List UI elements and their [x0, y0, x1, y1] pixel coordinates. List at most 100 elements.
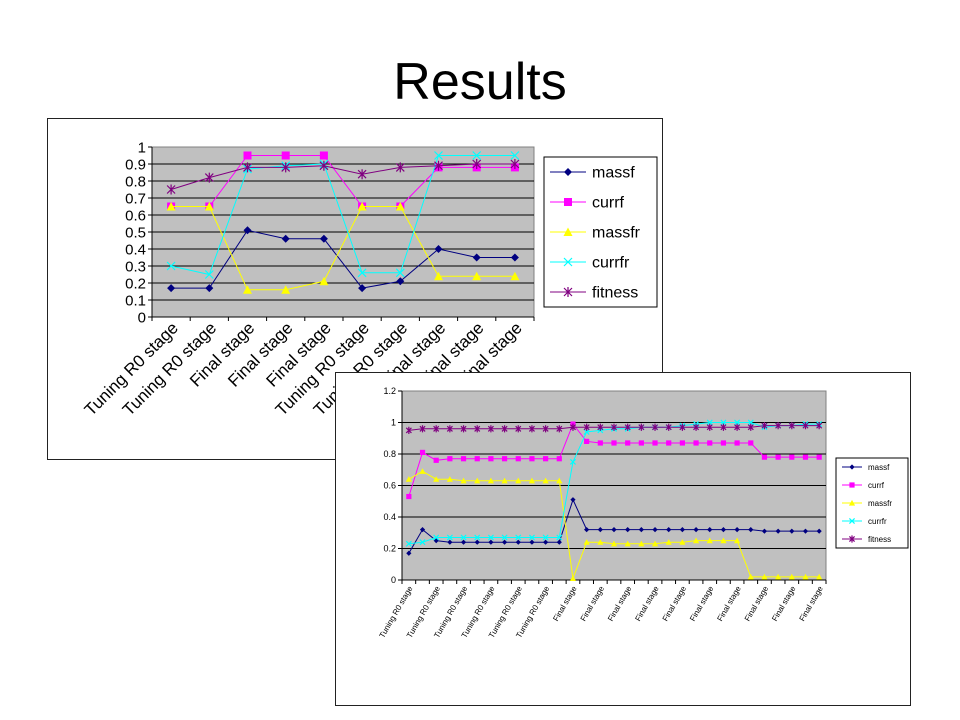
- data-point-massfr: [733, 537, 741, 544]
- legend-marker-massfr: [563, 227, 573, 236]
- x-tick-label: Final stage: [633, 584, 661, 623]
- data-point-currf: [734, 440, 740, 446]
- legend-label-currf: currf: [868, 481, 885, 490]
- data-point-fitness: [166, 184, 176, 195]
- x-tick-label: Final stage: [551, 584, 579, 623]
- data-point-fitness: [281, 162, 291, 173]
- data-point-massfr: [501, 477, 508, 484]
- data-point-currf: [543, 456, 549, 462]
- data-point-massfr: [651, 540, 659, 547]
- data-point-fitness: [405, 426, 412, 434]
- y-tick-label: 1.2: [383, 386, 396, 396]
- data-point-fitness: [319, 160, 329, 171]
- data-point-massfr: [319, 276, 329, 286]
- data-point-massfr: [243, 285, 252, 294]
- x-tick-label: Final stage: [798, 584, 826, 623]
- data-point-massfr: [597, 539, 604, 545]
- data-point-currf: [693, 440, 699, 446]
- data-point-massfr: [166, 202, 176, 211]
- data-point-massf: [447, 539, 453, 545]
- data-point-currf: [419, 449, 426, 456]
- data-point-massfr: [761, 573, 768, 580]
- data-point-massfr: [510, 271, 520, 281]
- data-point-fitness: [542, 425, 549, 433]
- data-point-massfr: [281, 285, 291, 294]
- y-tick-label: 0.4: [125, 241, 146, 258]
- data-point-fitness: [679, 423, 686, 431]
- legend-label-fitness: fitness: [868, 535, 891, 544]
- data-point-currf: [625, 440, 631, 446]
- series-line-currf: [171, 155, 515, 207]
- data-point-fitness: [510, 159, 520, 169]
- y-tick-label: 1: [391, 418, 396, 428]
- data-point-massfr: [788, 573, 795, 580]
- series-line-fitness: [170, 163, 515, 190]
- data-point-massf: [358, 284, 367, 293]
- data-point-currf: [652, 440, 658, 446]
- data-point-fitness: [747, 423, 754, 431]
- y-tick-label: 1: [138, 139, 146, 156]
- data-point-currf: [761, 454, 768, 460]
- data-point-currf: [433, 457, 439, 463]
- data-point-fitness: [802, 422, 809, 430]
- data-point-fitness: [395, 162, 405, 173]
- data-point-fitness: [460, 425, 467, 433]
- x-tick-label: Final stage: [743, 584, 771, 623]
- data-point-currfr: [556, 534, 563, 541]
- data-point-currf: [460, 456, 467, 462]
- data-point-massfr: [472, 271, 482, 281]
- data-point-massfr: [419, 468, 426, 474]
- data-point-massfr: [515, 477, 522, 484]
- data-point-fitness: [652, 423, 659, 431]
- data-point-currfr: [446, 534, 453, 541]
- data-point-massfr: [446, 476, 453, 482]
- data-point-massf: [734, 527, 740, 533]
- data-point-currfr: [734, 419, 741, 426]
- data-point-currf: [611, 440, 617, 446]
- x-tick-label: Final stage: [688, 584, 716, 623]
- y-tick-label: 0.8: [125, 173, 146, 190]
- legend-marker-fitness: [563, 287, 573, 297]
- legend-label-massfr: massfr: [592, 225, 641, 242]
- data-point-currfr: [510, 151, 520, 160]
- data-point-currfr: [419, 539, 426, 546]
- data-point-massfr: [816, 573, 823, 580]
- data-point-fitness: [528, 425, 535, 433]
- data-point-fitness: [638, 423, 645, 431]
- series-fitness: [405, 422, 823, 434]
- data-point-massf: [167, 284, 176, 293]
- chart-stage-results-31-points: 0 0.2 0.4 0.6 0.8 1 1.2 Tuning R0 stage Tuning R…: [335, 372, 911, 706]
- data-point-currfr: [395, 268, 405, 278]
- data-point-fitness: [474, 425, 481, 433]
- data-point-massfr: [474, 477, 481, 484]
- data-point-currf: [597, 440, 603, 446]
- data-point-massf: [748, 527, 754, 533]
- data-point-massfr: [487, 477, 495, 484]
- data-point-massf: [761, 528, 768, 534]
- legend-marker-currfr: [563, 257, 573, 267]
- data-point-fitness: [693, 423, 700, 431]
- data-point-currf: [638, 440, 644, 446]
- legend-label-currfr: currfr: [868, 517, 887, 526]
- data-point-currfr: [434, 151, 443, 160]
- data-point-currf: [789, 454, 795, 460]
- data-point-fitness: [775, 422, 782, 430]
- y-tick-label: 0.2: [383, 544, 396, 554]
- series-line-currfr: [170, 155, 515, 276]
- data-point-currf: [281, 151, 290, 160]
- legend-marker-massf: [564, 168, 572, 176]
- data-point-fitness: [515, 425, 522, 433]
- data-point-currfr: [706, 419, 713, 426]
- data-point-massfr: [720, 537, 727, 544]
- data-point-currfr: [747, 419, 754, 426]
- data-point-massfr: [638, 540, 645, 547]
- data-point-currf: [666, 440, 672, 446]
- data-point-fitness: [472, 159, 482, 169]
- y-tick-label: 0.5: [125, 224, 146, 241]
- data-point-massf: [510, 253, 519, 262]
- data-point-massf: [319, 234, 328, 243]
- data-point-currf: [679, 440, 685, 446]
- series-massfr: [166, 202, 520, 294]
